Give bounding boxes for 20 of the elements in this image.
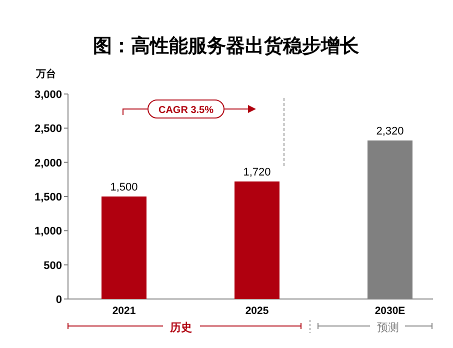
bar	[102, 196, 146, 299]
annotation: CAGR 3.5%	[158, 105, 214, 116]
y-axis-title: 万台	[35, 68, 56, 80]
data-label: 1,720	[243, 166, 271, 178]
y-tick-label: 2,000	[34, 157, 62, 170]
data-label: 2,320	[376, 125, 404, 138]
x-tick-label: 2025	[245, 305, 269, 317]
y-tick-label: 2,500	[34, 123, 62, 136]
text: 历史	[169, 321, 192, 334]
y-tick-label: 1,500	[34, 192, 62, 204]
y-tick-label: 1,000	[34, 226, 62, 238]
chart-title: 图：高性能服务器出货稳步增长	[93, 35, 360, 57]
data-label: 1,500	[110, 182, 138, 194]
y-tick-label: 0	[56, 294, 62, 306]
bar	[234, 181, 280, 299]
x-tick-label: 2021	[112, 305, 136, 317]
x-tick-label: 2030E	[374, 305, 406, 317]
text: 预测	[377, 322, 399, 334]
y-tick-label: 500	[44, 260, 62, 272]
y-tick-label: 3,000	[34, 89, 62, 101]
